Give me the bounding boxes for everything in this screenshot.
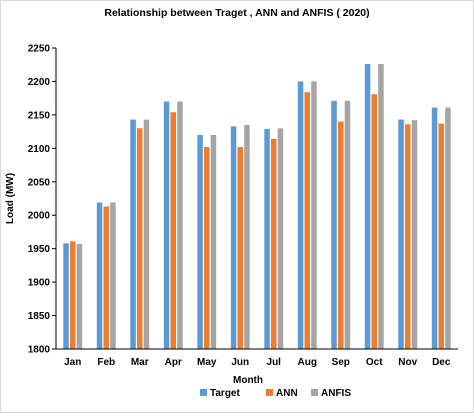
bar-target-jan <box>63 243 69 349</box>
y-tick-label: 2100 <box>28 144 51 155</box>
bar-anfis-jan <box>76 243 83 349</box>
legend-swatch-target <box>200 389 207 396</box>
y-axis-label: Load (MW) <box>5 173 16 224</box>
bar-anfis-sep <box>344 100 351 349</box>
bar-ann-sep <box>338 121 344 349</box>
x-tick-label: Jul <box>267 357 282 368</box>
x-tick-label: Feb <box>97 357 115 368</box>
legend-label-target: Target <box>210 388 240 399</box>
y-tick-label: 1850 <box>28 311 51 322</box>
bar-anfis-dec <box>445 107 451 349</box>
bar-target-apr <box>163 101 170 349</box>
bar-target-sep <box>331 100 337 349</box>
y-tick-label: 1800 <box>28 345 51 356</box>
bar-ann-jul <box>271 138 277 349</box>
bar-target-dec <box>431 107 438 349</box>
bar-ann-jan <box>70 241 76 349</box>
bar-anfis-feb <box>110 202 116 349</box>
bar-ann-oct <box>371 94 377 349</box>
x-tick-label: Dec <box>432 357 451 368</box>
bar-anfis-mar <box>143 119 150 350</box>
y-tick-label: 2150 <box>28 110 51 121</box>
legend-swatch-anfis <box>311 389 318 396</box>
bar-target-jun <box>230 126 237 349</box>
legend-swatch-ann <box>266 389 273 396</box>
bar-ann-jun <box>237 146 243 349</box>
bar-anfis-jun <box>244 124 250 349</box>
x-axis-label: Month <box>233 375 263 386</box>
x-tick-label: Apr <box>165 357 182 368</box>
bar-anfis-jul <box>277 128 284 349</box>
y-tick-label: 2050 <box>28 177 51 188</box>
bar-anfis-oct <box>378 64 384 349</box>
bar-ann-apr <box>170 112 176 349</box>
bar-ann-feb <box>103 206 109 349</box>
x-tick-label: Nov <box>398 357 417 368</box>
bar-target-jul <box>264 128 270 349</box>
y-axis-ticks: 1800 1850 1900 1950 2000 2050 2100 2150 2200 2250 <box>28 44 56 356</box>
x-tick-label: May <box>197 357 217 368</box>
bar-target-mar <box>130 119 136 350</box>
legend: Target ANN ANFIS <box>200 388 351 399</box>
bar-target-nov <box>398 119 404 350</box>
bar-target-may <box>197 134 203 349</box>
x-tick-label: Jan <box>64 357 81 368</box>
legend-label-ann: ANN <box>276 388 298 399</box>
bar-target-aug <box>297 81 304 349</box>
bar-group <box>63 64 451 350</box>
y-tick-label: 2200 <box>28 77 51 88</box>
bar-ann-mar <box>137 128 143 349</box>
x-tick-label: Oct <box>366 357 383 368</box>
y-tick-label: 2250 <box>28 44 51 55</box>
x-tick-label: Aug <box>298 357 317 368</box>
y-tick-label: 1900 <box>28 278 51 289</box>
bar-anfis-apr <box>177 101 183 349</box>
x-tick-label: Sep <box>332 357 350 368</box>
x-tick-label: Jun <box>231 357 249 368</box>
chart-title: Relationship between Traget , ANN and AN… <box>104 7 369 19</box>
bar-target-feb <box>96 202 103 349</box>
bar-ann-aug <box>304 92 310 349</box>
bar-anfis-nov <box>411 120 418 350</box>
x-axis-ticks: Jan Feb Mar Apr May Jun Jul Aug Sep Oct Nov Dec <box>64 357 451 368</box>
bar-target-oct <box>364 64 371 349</box>
y-tick-label: 1950 <box>28 244 51 255</box>
bar-anfis-may <box>210 134 217 349</box>
bar-ann-may <box>204 146 210 349</box>
y-tick-label: 2000 <box>28 211 51 222</box>
legend-label-anfis: ANFIS <box>321 388 351 399</box>
bar-ann-dec <box>438 123 444 349</box>
bar-anfis-aug <box>311 81 317 349</box>
x-tick-label: Mar <box>131 357 149 368</box>
bar-ann-nov <box>405 124 411 350</box>
